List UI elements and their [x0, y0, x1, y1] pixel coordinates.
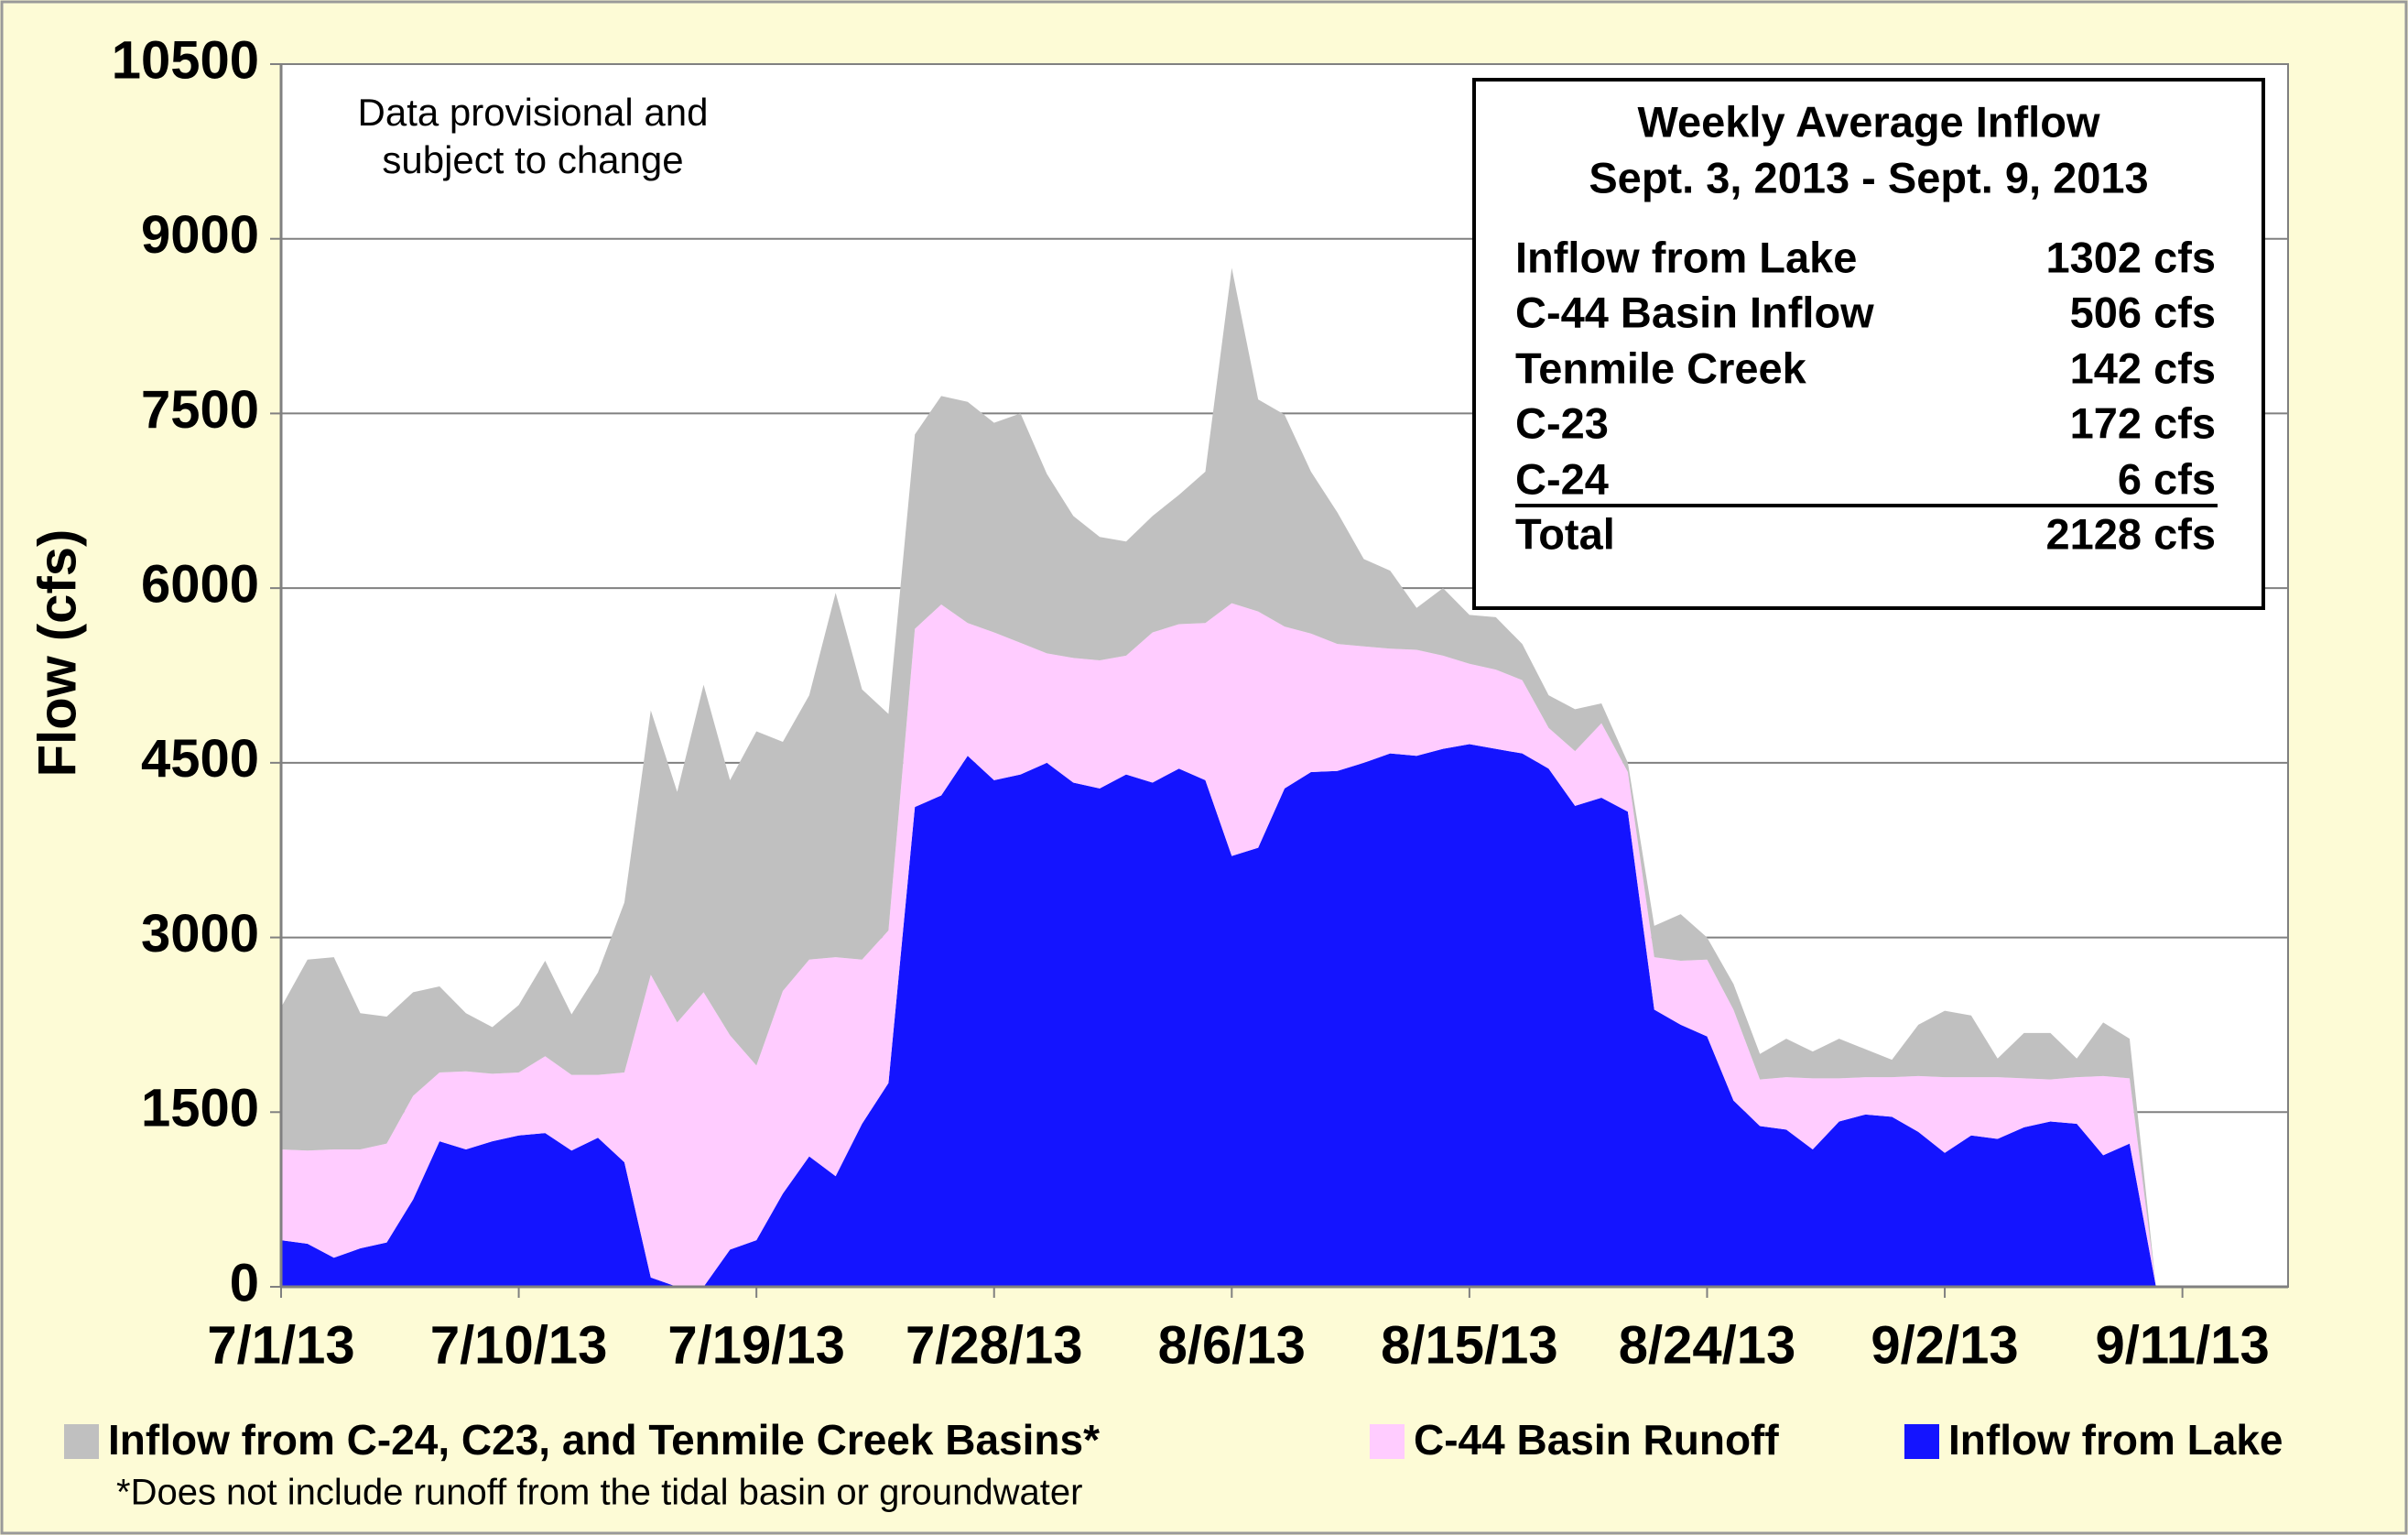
x-tick-label: 9/2/13: [1871, 1315, 2018, 1375]
y-axis-label: Flow (cfs): [27, 529, 87, 778]
y-tick-label: 0: [230, 1253, 259, 1312]
legend-swatch: [1370, 1424, 1405, 1459]
inset-value: 1302 cfs: [2045, 233, 2216, 281]
inset-value: 172 cfs: [2070, 398, 2216, 447]
inset-title: Sept. 3, 2013 - Sept. 9, 2013: [1589, 153, 2148, 201]
x-tick-label: 8/6/13: [1158, 1315, 1306, 1375]
legend-label: C-44 Basin Runoff: [1414, 1416, 1779, 1464]
inset-frame: [1472, 78, 2265, 610]
area: [281, 267, 2156, 1287]
x-tick-label: 7/28/13: [906, 1315, 1083, 1375]
inset-value: 2128 cfs: [2045, 509, 2216, 558]
x-tick-label: 8/15/13: [1381, 1315, 1558, 1375]
footnote: *Does not include runoff from the tidal …: [116, 1473, 1082, 1513]
inset-value: 6 cfs: [2118, 454, 2216, 503]
inset-label: Tenmile Creek: [1515, 343, 1807, 392]
inset-value: 506 cfs: [2070, 288, 2216, 336]
annotation: subject to change: [382, 138, 683, 181]
plot-layer: [281, 63, 2288, 1288]
legend-swatch: [1904, 1424, 1939, 1459]
legend-label: Inflow from C-24, C23, and Tenmile Creek…: [108, 1416, 1100, 1464]
x-tick-label: 7/19/13: [667, 1315, 845, 1375]
y-tick-label: 3000: [141, 904, 259, 963]
area: [281, 744, 2156, 1287]
x-tick-label: 9/11/13: [2095, 1315, 2269, 1375]
x-tick-label: 7/10/13: [430, 1315, 608, 1375]
inset-value: 142 cfs: [2070, 343, 2216, 392]
y-tick-label: 7500: [141, 380, 259, 440]
inset-box: Weekly Average Inflow Sept. 3, 2013 - Se…: [1472, 78, 2265, 610]
legend-label: Inflow from Lake: [1948, 1416, 2283, 1464]
legend-swatch: [64, 1424, 99, 1459]
inset-label: C-44 Basin Inflow: [1515, 288, 1874, 336]
x-tick-label: 8/24/13: [1619, 1315, 1796, 1375]
y-tick-label: 9000: [141, 205, 259, 265]
y-tick-label: 6000: [141, 554, 259, 614]
y-tick-label: 10500: [112, 30, 259, 90]
inset-label: C-24: [1515, 454, 1609, 503]
y-tick-label: 1500: [141, 1079, 259, 1138]
area: [281, 603, 2156, 1287]
x-tick-label: 7/1/13: [207, 1315, 354, 1375]
inset-title: Weekly Average Inflow: [1638, 97, 2100, 146]
plot-border: [280, 63, 2289, 1288]
annotation: Data provisional and: [358, 91, 709, 134]
inset-label: C-23: [1515, 398, 1609, 447]
inset-label: Total: [1515, 509, 1615, 558]
y-tick-label: 4500: [141, 729, 259, 789]
inset-label: Inflow from Lake: [1515, 233, 1857, 281]
